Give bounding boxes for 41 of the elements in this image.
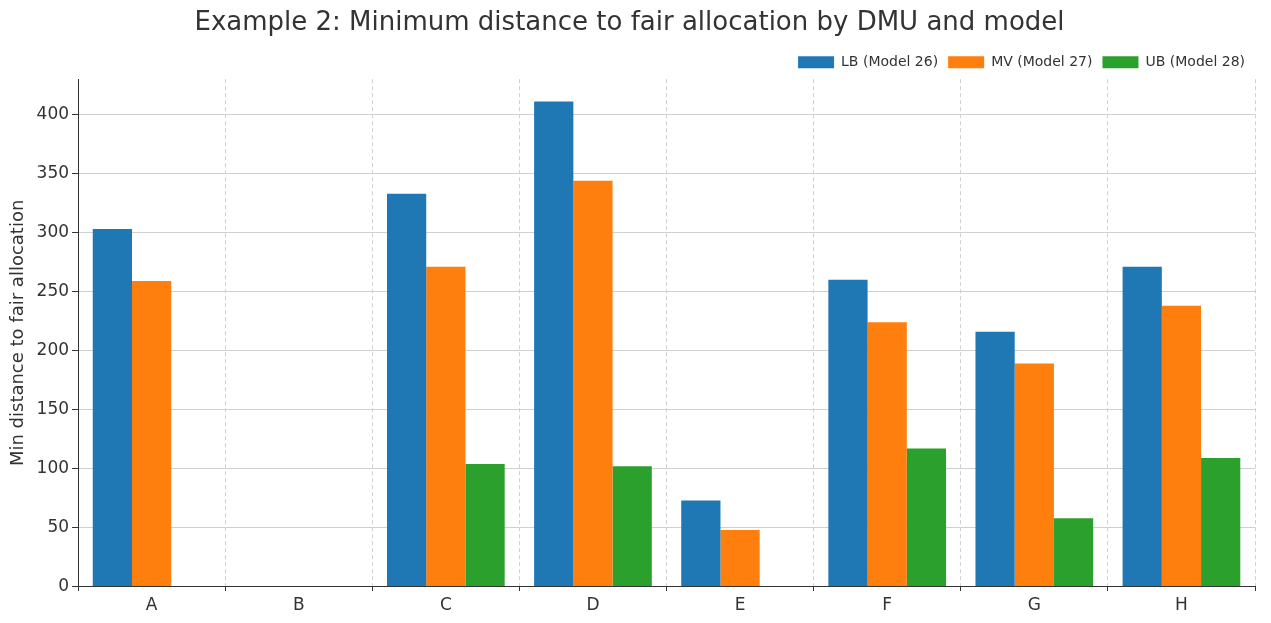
y-tick-label: 50 — [47, 516, 70, 537]
x-tick-label: D — [586, 594, 600, 615]
y-tick-label: 350 — [36, 162, 70, 183]
y-tick-label: 150 — [36, 398, 70, 419]
bar — [1053, 518, 1094, 587]
y-tick-label: 300 — [36, 221, 70, 242]
bar — [573, 180, 613, 587]
legend-label: LB (Model 26) — [841, 52, 939, 69]
y-tick-label: 400 — [36, 103, 70, 124]
bar — [975, 331, 1015, 587]
bar — [131, 280, 172, 587]
bar — [426, 266, 466, 587]
bar — [92, 229, 132, 587]
x-tick-label: H — [1175, 594, 1188, 615]
bar — [534, 101, 574, 587]
bar — [867, 322, 907, 587]
bar — [720, 529, 760, 587]
x-tick-label: F — [882, 594, 893, 615]
x-tick-label: B — [292, 594, 305, 615]
legend-label: MV (Model 27) — [991, 52, 1093, 69]
y-tick-label: 0 — [58, 575, 70, 596]
x-tick-label: G — [1027, 594, 1041, 615]
bar — [612, 466, 652, 587]
y-tick-label: 200 — [36, 339, 70, 360]
bar — [1014, 363, 1054, 587]
bar — [1201, 457, 1241, 587]
y-axis-title: Min distance to fair allocation — [6, 199, 28, 467]
chart-title: Example 2: Minimum distance to fair allocation by DMU and model — [194, 6, 1065, 37]
bar — [828, 279, 868, 587]
bar — [1161, 305, 1202, 587]
x-tick-label: E — [734, 594, 746, 615]
bar — [465, 463, 505, 587]
bar — [681, 500, 721, 587]
y-tick-label: 100 — [36, 457, 70, 478]
x-tick-label: A — [145, 594, 158, 615]
bar — [906, 448, 947, 587]
y-tick-label: 250 — [36, 280, 70, 301]
legend-label: UB (Model 28) — [1145, 52, 1246, 69]
x-tick-label: C — [439, 594, 452, 615]
bar — [1122, 266, 1162, 587]
bar — [387, 193, 427, 587]
